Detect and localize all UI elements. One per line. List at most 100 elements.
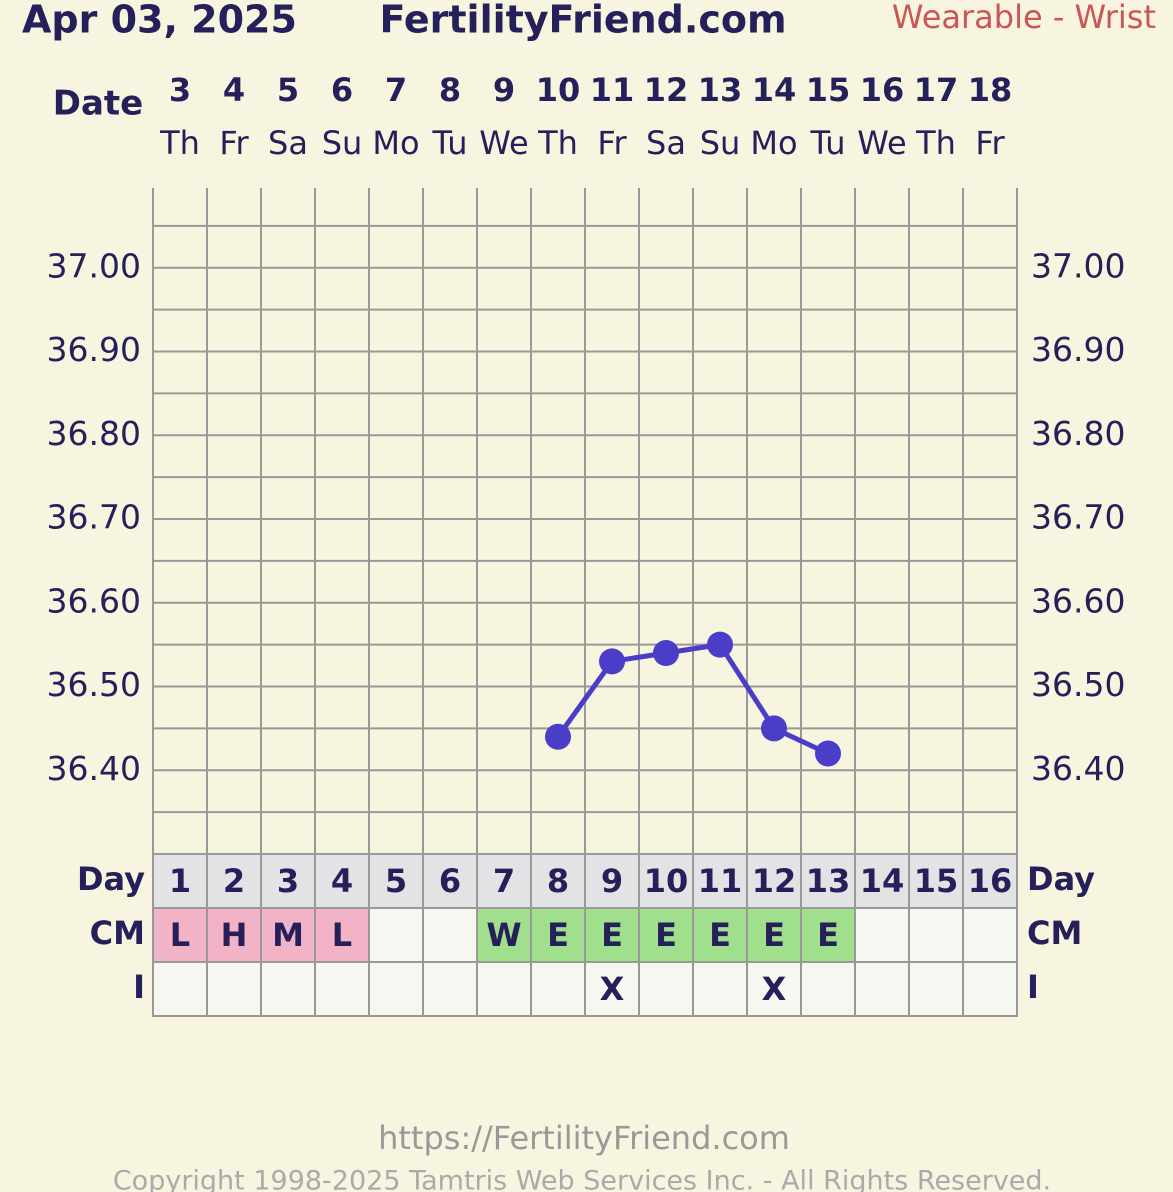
- row-value: E: [763, 916, 785, 954]
- row-value: 16: [968, 862, 1013, 900]
- row-label: Day: [77, 860, 145, 898]
- data-point: [707, 631, 733, 658]
- date-label: 15: [806, 71, 851, 109]
- row-cell: [746, 907, 802, 963]
- y-tick-label: 36.60: [47, 581, 141, 620]
- weekday-label: We: [857, 124, 906, 162]
- row-cell: [260, 853, 316, 909]
- date-label: 8: [439, 71, 461, 109]
- row-cell: [746, 853, 802, 909]
- weekday-label: Th: [537, 124, 578, 162]
- row-cell: [368, 907, 424, 963]
- data-point: [815, 740, 841, 767]
- row-value: E: [655, 916, 677, 954]
- date-label: 16: [860, 71, 905, 109]
- row-value: L: [170, 916, 190, 954]
- row-value: 15: [914, 862, 959, 900]
- y-tick-label: 36.50: [1031, 665, 1125, 704]
- row-cell: [206, 961, 262, 1017]
- chart-date: Apr 03, 2025: [22, 0, 297, 42]
- row-cell: [692, 907, 748, 963]
- row-label: CM: [90, 914, 145, 952]
- y-tick-label: 36.70: [1031, 498, 1125, 537]
- date-label: 12: [644, 71, 689, 109]
- row-cell: [422, 961, 478, 1017]
- row-cell: [908, 961, 964, 1017]
- row-cell: [584, 907, 640, 963]
- row-cell: [476, 907, 532, 963]
- footer-url: https://FertilityFriend.com: [378, 1119, 790, 1157]
- weekday-label: We: [479, 124, 528, 162]
- row-value: E: [709, 916, 731, 954]
- weekday-label: Sa: [268, 124, 308, 162]
- row-label: CM: [1027, 914, 1082, 952]
- weekday-label: Fr: [597, 124, 627, 162]
- data-point: [599, 648, 625, 675]
- row-cell: [152, 961, 208, 1017]
- row-value: 2: [223, 862, 245, 900]
- y-tick-label: 36.90: [1031, 330, 1125, 369]
- date-label: 18: [968, 71, 1013, 109]
- row-value: 14: [860, 862, 905, 900]
- row-cell: [476, 961, 532, 1017]
- y-tick-label: 36.90: [47, 330, 141, 369]
- row-cell: [368, 961, 424, 1017]
- x-label: Date: [53, 84, 143, 124]
- row-cell: [260, 961, 316, 1017]
- date-label: 7: [385, 71, 407, 109]
- row-value: X: [762, 970, 787, 1008]
- weekday-label: Fr: [975, 124, 1005, 162]
- date-label: 13: [698, 71, 743, 109]
- row-value: 4: [331, 862, 353, 900]
- date-label: 6: [331, 71, 353, 109]
- row-value: 3: [277, 862, 299, 900]
- row-cell: [746, 961, 802, 1017]
- row-cell: [962, 961, 1018, 1017]
- date-label: 4: [223, 71, 245, 109]
- data-point: [545, 723, 571, 750]
- row-value: 5: [385, 862, 407, 900]
- row-cell: [692, 961, 748, 1017]
- row-value: 11: [698, 862, 743, 900]
- row-cell: [962, 907, 1018, 963]
- date-label: 9: [493, 71, 515, 109]
- weekday-label: Sa: [646, 124, 686, 162]
- row-cell: [152, 853, 208, 909]
- row-value: 6: [439, 862, 461, 900]
- date-label: 10: [536, 71, 581, 109]
- row-label: I: [1027, 968, 1039, 1006]
- row-cell: [638, 961, 694, 1017]
- y-tick-label: 36.50: [47, 665, 141, 704]
- chart-title: FertilityFriend.com: [379, 0, 786, 42]
- y-tick-label: 36.80: [47, 414, 141, 453]
- data-point: [653, 640, 679, 666]
- date-label: 11: [590, 71, 635, 109]
- row-cell: [206, 907, 262, 963]
- row-cell: [314, 961, 370, 1017]
- data-point: [761, 715, 787, 742]
- y-tick-label: 37.00: [1031, 246, 1125, 285]
- row-value: 7: [493, 862, 515, 900]
- row-value: 10: [644, 862, 689, 900]
- row-value: W: [486, 916, 521, 954]
- row-value: M: [272, 916, 304, 954]
- row-value: 13: [806, 862, 851, 900]
- weekday-label: Th: [159, 124, 200, 162]
- weekday-label: Mo: [372, 124, 419, 162]
- row-cell: [638, 907, 694, 963]
- y-tick-label: 37.00: [47, 246, 141, 285]
- weekday-label: Su: [322, 124, 363, 162]
- y-tick-label: 36.60: [1031, 581, 1125, 620]
- y-tick-label: 36.70: [47, 498, 141, 537]
- date-label: 5: [277, 71, 299, 109]
- row-cell: [854, 961, 910, 1017]
- weekday-label: Fr: [219, 124, 249, 162]
- row-value: X: [600, 970, 625, 1008]
- row-cell: [530, 961, 586, 1017]
- weekday-label: Mo: [750, 124, 797, 162]
- row-value: 8: [547, 862, 569, 900]
- row-label: Day: [1027, 860, 1095, 898]
- row-cell: [800, 961, 856, 1017]
- row-cell: [908, 853, 964, 909]
